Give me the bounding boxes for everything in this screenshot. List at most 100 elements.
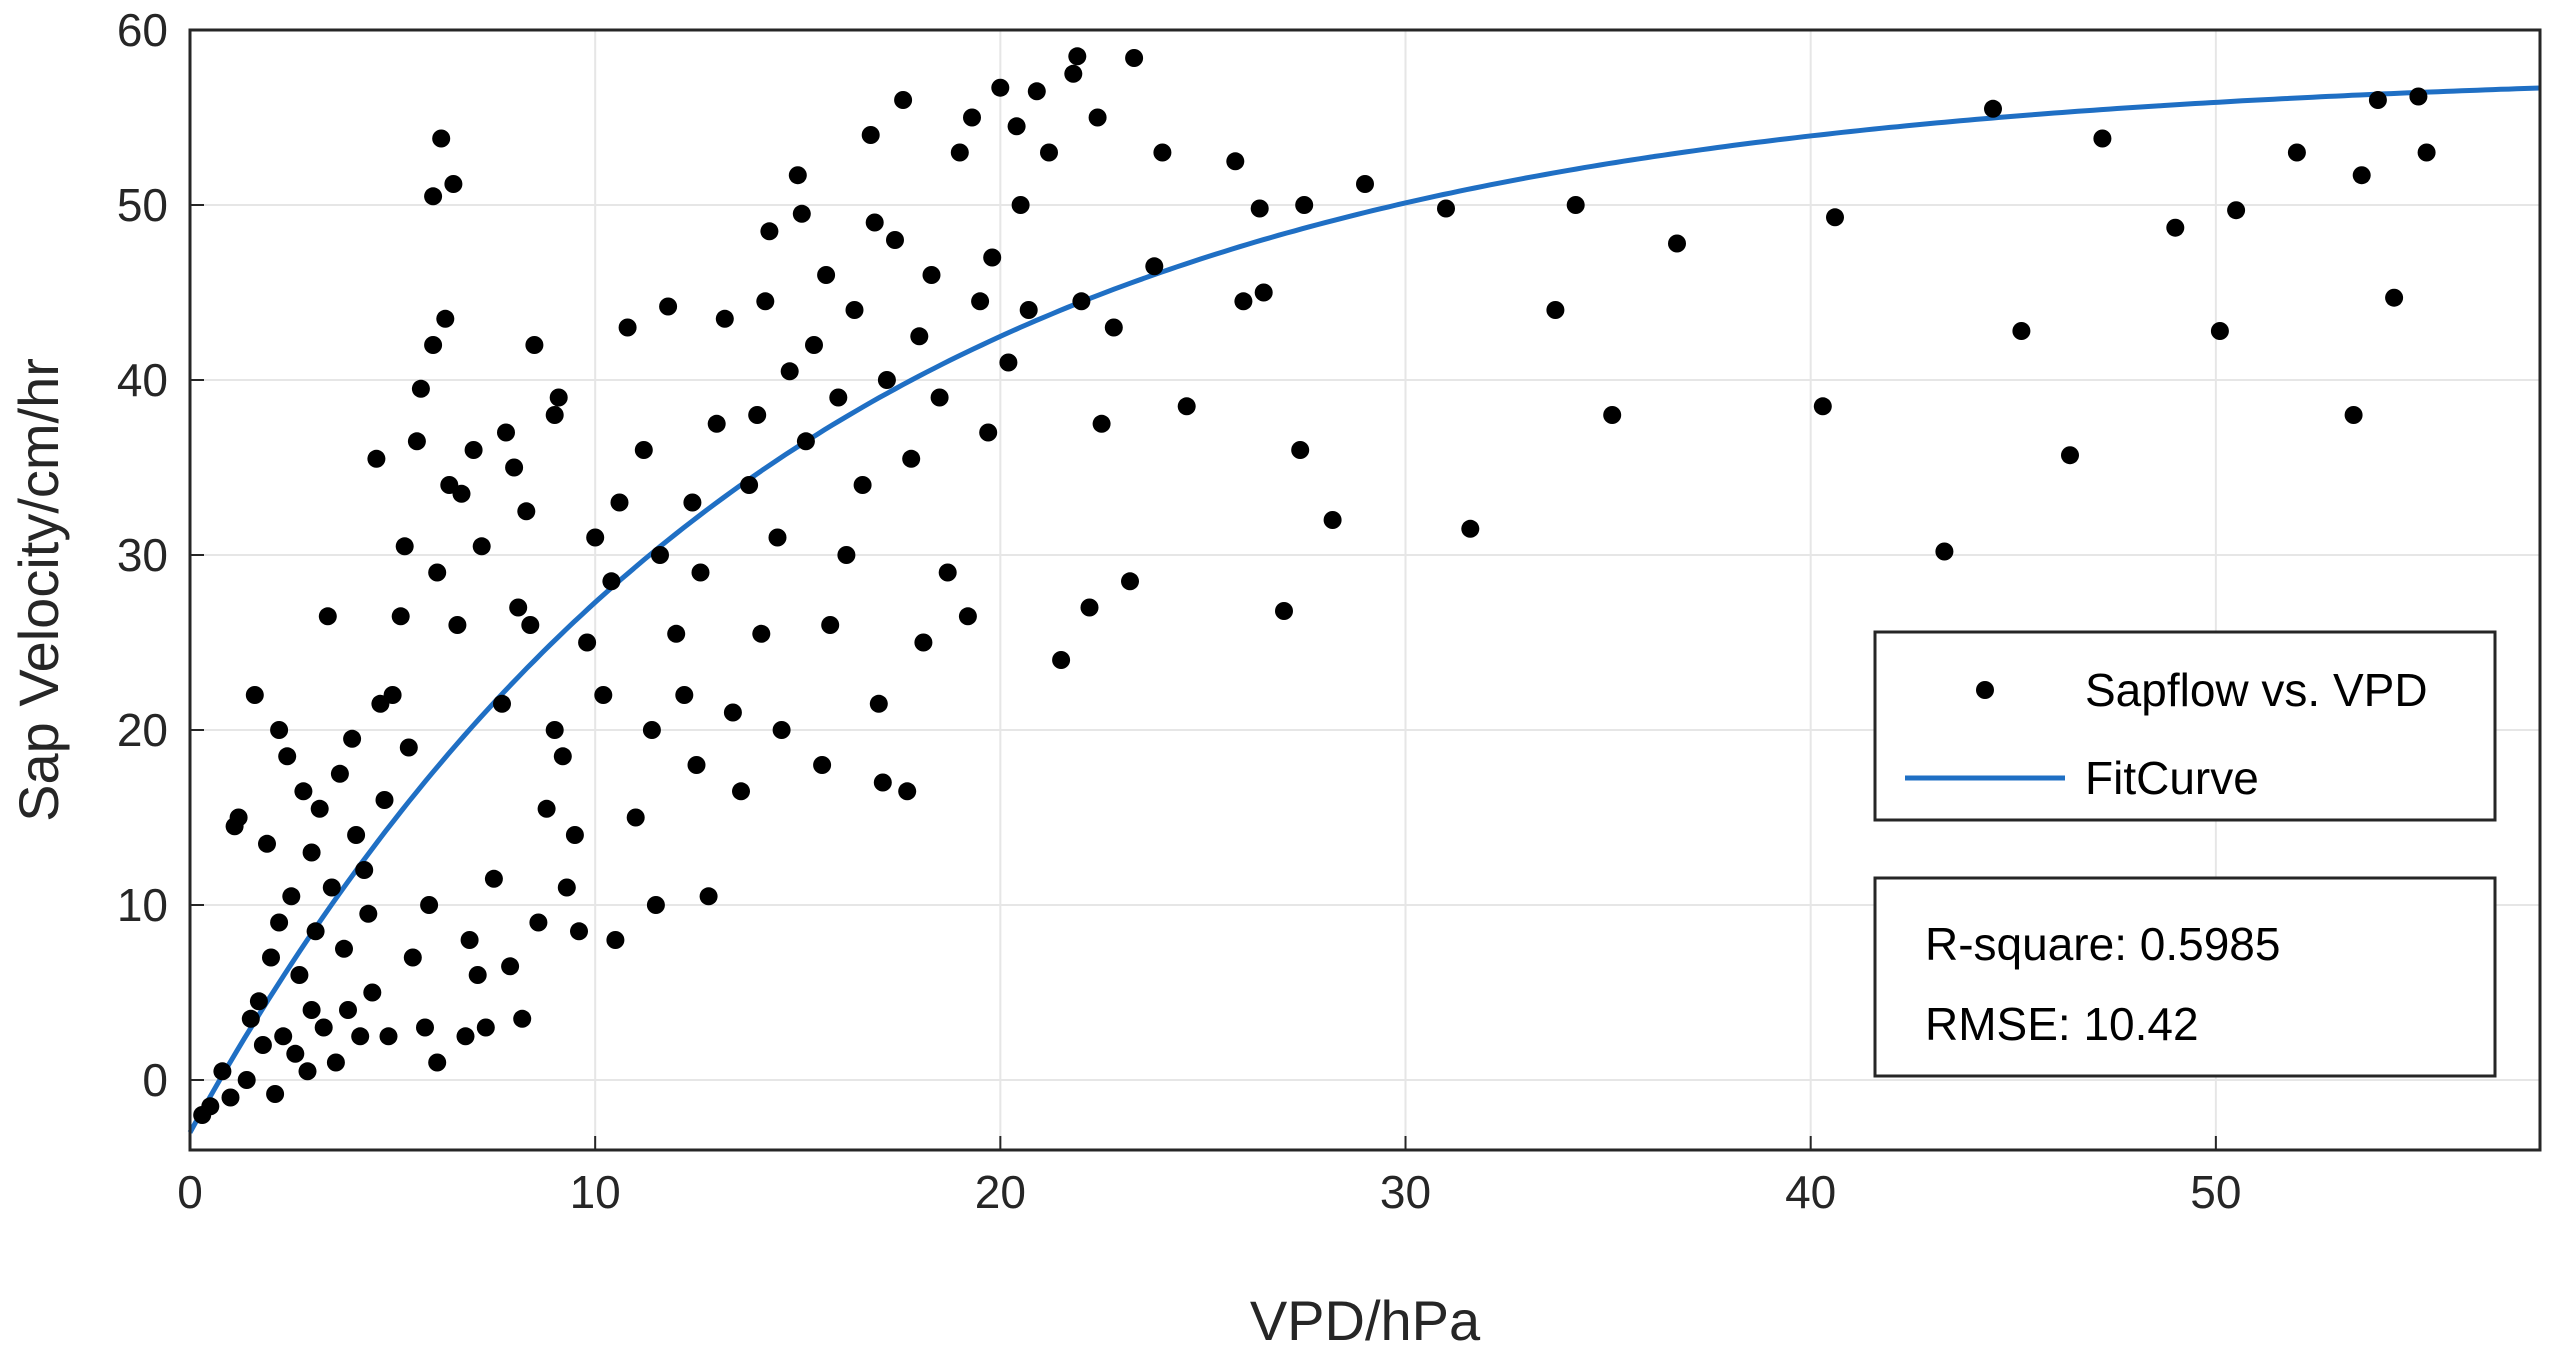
- data-point: [1068, 47, 1087, 66]
- data-point: [1275, 602, 1293, 620]
- data-point: [416, 1018, 434, 1037]
- data-point: [241, 1009, 260, 1028]
- data-point: [938, 563, 957, 582]
- y-tick-label: 30: [117, 529, 168, 581]
- data-point: [821, 616, 840, 634]
- y-tick-label: 40: [117, 354, 168, 406]
- data-point: [1356, 175, 1374, 193]
- data-point: [861, 126, 880, 144]
- data-point: [363, 983, 382, 1002]
- data-point: [326, 1053, 345, 1072]
- scatter-points-layer: [193, 47, 2436, 1124]
- data-point: [379, 1027, 398, 1046]
- data-point: [788, 166, 807, 185]
- fit-stats-box: [1873, 876, 2497, 1078]
- data-point: [1121, 572, 1139, 591]
- data-point: [1011, 196, 1030, 214]
- data-point: [829, 388, 848, 407]
- data-point: [1226, 152, 1245, 171]
- data-point: [2385, 288, 2404, 307]
- r-square-label: R-square: 0.5985: [1925, 918, 2280, 970]
- data-point: [618, 318, 637, 337]
- data-point: [367, 449, 386, 468]
- data-point: [411, 379, 430, 398]
- data-point: [2344, 406, 2363, 424]
- data-point: [760, 222, 779, 241]
- data-point: [683, 493, 702, 512]
- x-tick-labels: 0 10 20 30 40 50: [177, 1166, 2241, 1218]
- data-point: [420, 896, 439, 914]
- plot-frame: [188, 28, 2542, 1152]
- data-point: [525, 336, 544, 354]
- fit-curve-line: [187, 85, 2541, 1134]
- data-point: [464, 441, 483, 459]
- legend-label-scatter: Sapflow vs. VPD: [2085, 664, 2428, 716]
- data-point: [343, 729, 362, 748]
- data-point: [229, 808, 248, 827]
- data-point: [780, 362, 799, 381]
- data-point: [322, 878, 341, 897]
- data-point: [428, 1053, 447, 1072]
- data-point: [347, 826, 366, 844]
- data-point: [699, 887, 718, 906]
- data-point: [999, 353, 1018, 372]
- data-point: [2368, 91, 2387, 109]
- data-point: [1040, 143, 1058, 162]
- data-point: [1153, 143, 1172, 162]
- data-point: [1145, 257, 1164, 276]
- rmse-label: RMSE: 10.42: [1925, 998, 2199, 1050]
- data-point: [667, 624, 686, 643]
- data-point: [659, 297, 678, 316]
- data-point: [501, 957, 520, 976]
- data-point: [873, 773, 892, 792]
- data-point: [1064, 64, 1083, 83]
- data-point: [403, 948, 422, 967]
- data-point: [318, 607, 337, 626]
- data-point: [2352, 166, 2371, 185]
- data-point: [2166, 218, 2185, 237]
- x-tick-label: 20: [975, 1166, 1026, 1218]
- data-point: [399, 738, 418, 757]
- data-point: [894, 91, 913, 109]
- y-tick-label: 0: [142, 1054, 168, 1106]
- data-point: [570, 922, 588, 941]
- data-point: [902, 449, 921, 468]
- data-point: [752, 624, 771, 643]
- x-tick-label: 40: [1785, 1166, 1836, 1218]
- data-point: [651, 546, 669, 564]
- data-point: [1088, 108, 1107, 127]
- data-point: [805, 336, 823, 354]
- data-point: [910, 327, 929, 346]
- data-point: [375, 791, 394, 809]
- fit-stats-annotation: R-square: 0.5985 RMSE: 10.42: [1873, 876, 2497, 1078]
- data-point: [286, 1044, 305, 1063]
- legend: Sapflow vs. VPD FitCurve: [1873, 630, 2497, 822]
- data-point: [602, 572, 621, 591]
- data-point: [1080, 598, 1099, 617]
- data-point: [586, 528, 605, 547]
- data-point: [2012, 322, 2031, 340]
- data-point: [715, 309, 734, 328]
- data-point: [505, 458, 524, 477]
- data-point: [594, 686, 613, 704]
- data-point: [517, 502, 536, 521]
- data-point: [740, 476, 759, 494]
- data-point: [898, 782, 917, 801]
- data-point: [221, 1088, 240, 1107]
- data-point: [642, 721, 661, 739]
- data-point: [687, 756, 706, 774]
- data-point: [1291, 441, 1310, 459]
- data-point: [444, 175, 463, 193]
- data-point: [1813, 397, 1832, 416]
- data-point: [707, 414, 726, 433]
- x-tick-label: 0: [177, 1166, 203, 1218]
- data-point: [262, 948, 280, 967]
- data-point: [213, 1062, 232, 1081]
- data-point: [302, 1001, 321, 1019]
- data-point: [979, 423, 998, 442]
- y-tick-labels: 0 10 20 30 40 50 60: [117, 4, 168, 1106]
- data-point: [869, 694, 888, 713]
- data-point: [545, 406, 564, 424]
- data-point: [298, 1062, 317, 1081]
- data-point: [290, 966, 309, 984]
